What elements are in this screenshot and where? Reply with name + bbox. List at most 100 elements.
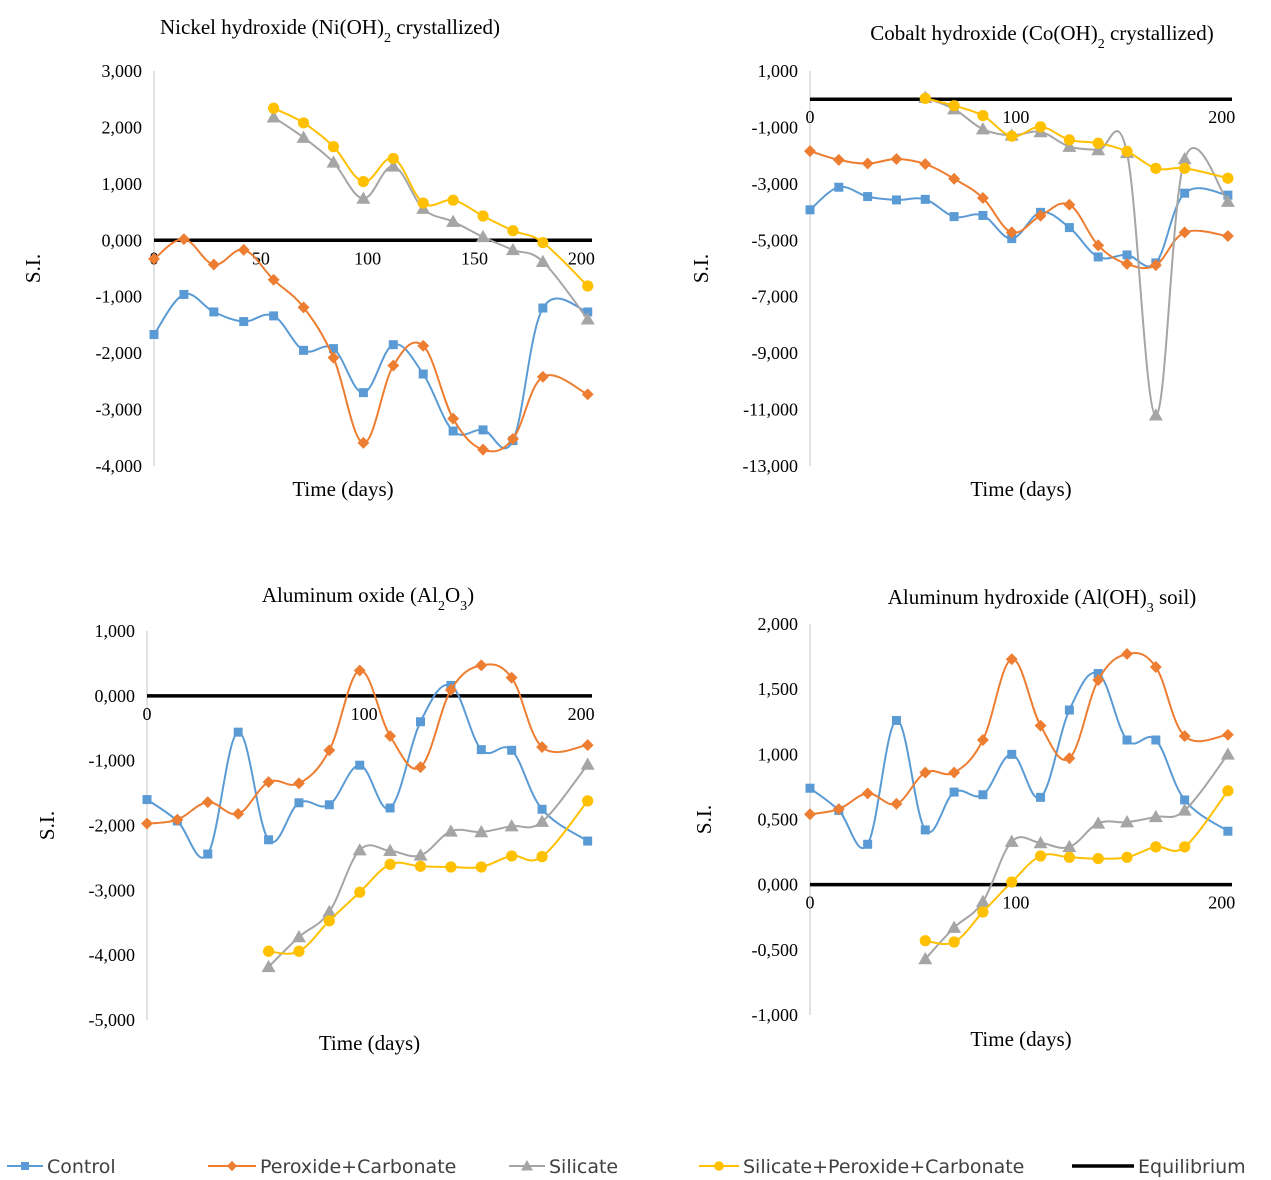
- data-point: [1091, 143, 1106, 156]
- data-point: [268, 102, 280, 114]
- data-point: [232, 807, 245, 820]
- y-tick-label: -2,000: [96, 343, 143, 363]
- data-point: [207, 258, 220, 271]
- y-tick-label: 2,000: [758, 614, 799, 634]
- y-axis-title: S.I.: [692, 805, 716, 834]
- legend: Control Peroxide+Carbonate Silicate Silicat…: [7, 1156, 1246, 1178]
- y-tick-label: 2,000: [102, 117, 143, 137]
- data-point: [1063, 752, 1076, 765]
- data-point: [1006, 130, 1018, 142]
- series-silicate_peroxide_carbonate: [919, 785, 1234, 948]
- data-point: [918, 951, 933, 965]
- y-tick-label: -3,000: [752, 174, 799, 194]
- data-point: [1091, 816, 1106, 829]
- series-line: [146, 683, 589, 859]
- data-point: [446, 214, 461, 227]
- data-point: [861, 157, 874, 170]
- data-point: [505, 242, 520, 256]
- data-point: [1063, 198, 1076, 211]
- data-point: [919, 92, 931, 104]
- data-point: [324, 800, 334, 810]
- data-point: [353, 664, 366, 677]
- x-axis-title: Time (days): [970, 1027, 1071, 1051]
- data-point: [327, 141, 340, 153]
- data-point: [1221, 728, 1234, 741]
- data-point: [322, 904, 337, 917]
- x-axis-title: Time (days): [319, 1031, 420, 1055]
- data-point: [1179, 162, 1191, 174]
- data-point: [264, 835, 274, 845]
- data-point: [1148, 408, 1163, 421]
- data-point: [506, 850, 518, 862]
- data-point: [920, 194, 930, 204]
- y-tick-label: -1,000: [752, 117, 799, 137]
- data-point: [1122, 735, 1132, 745]
- data-point: [448, 426, 458, 436]
- data-point: [1121, 648, 1133, 660]
- legend-item-control: Control: [7, 1156, 116, 1178]
- legend-swatch-marker: [521, 1160, 533, 1171]
- data-point: [384, 730, 397, 742]
- data-point: [299, 345, 309, 355]
- data-point: [1178, 226, 1191, 239]
- data-point: [1092, 137, 1104, 149]
- data-point: [581, 388, 594, 401]
- series-line: [146, 663, 588, 825]
- y-tick-label: 0,000: [758, 875, 799, 895]
- y-axis-title: S.I.: [35, 811, 59, 840]
- x-tick-label: 200: [568, 248, 595, 268]
- data-point: [890, 153, 903, 165]
- data-point: [447, 194, 459, 206]
- y-tick-label: -4,000: [89, 945, 136, 965]
- data-point: [507, 225, 519, 237]
- data-point: [1180, 795, 1190, 805]
- x-tick-label: 0: [143, 704, 152, 724]
- data-point: [1063, 134, 1075, 146]
- data-point: [507, 745, 517, 755]
- data-point: [1092, 853, 1104, 865]
- legend-swatch-marker: [714, 1161, 724, 1171]
- data-point: [536, 741, 549, 754]
- data-point: [949, 787, 959, 797]
- data-point: [805, 205, 815, 215]
- data-point: [832, 153, 845, 166]
- legend-label: Silicate+Peroxide+Carbonate: [743, 1156, 1024, 1178]
- data-point: [1005, 653, 1018, 666]
- data-point: [267, 273, 280, 286]
- legend-label: Equilibrium: [1138, 1156, 1246, 1178]
- data-point: [1179, 841, 1191, 853]
- chart-title: Aluminum hydroxide (Al(OH)3 soil): [888, 585, 1197, 616]
- data-point: [538, 303, 548, 313]
- data-point: [1221, 230, 1234, 243]
- y-tick-label: 1,000: [102, 174, 143, 194]
- series-line: [924, 753, 1229, 960]
- data-point: [1007, 234, 1017, 244]
- data-point: [1034, 719, 1047, 732]
- data-point: [418, 369, 428, 379]
- data-point: [269, 311, 279, 321]
- data-point: [834, 182, 844, 192]
- y-tick-label: 1,000: [95, 621, 136, 641]
- data-point: [1151, 735, 1161, 745]
- data-point: [239, 317, 249, 327]
- data-point: [328, 344, 338, 354]
- data-point: [1177, 152, 1192, 165]
- data-point: [327, 351, 340, 364]
- data-point: [1004, 834, 1019, 847]
- data-point: [443, 824, 458, 837]
- data-point: [149, 330, 159, 340]
- x-tick-label: 150: [461, 248, 488, 268]
- data-point: [177, 233, 190, 246]
- data-point: [358, 388, 368, 398]
- chart-title: Cobalt hydroxide (Co(OH)2 crystallized): [870, 21, 1214, 52]
- legend-label: Peroxide+Carbonate: [260, 1156, 456, 1178]
- data-point: [475, 861, 487, 873]
- data-point: [291, 930, 306, 943]
- legend-item-equilibrium: Equilibrium: [1072, 1156, 1246, 1178]
- data-point: [326, 155, 341, 168]
- legend-swatch-marker: [226, 1160, 238, 1172]
- series-peroxide_carbonate: [148, 233, 594, 456]
- series-line: [809, 671, 1229, 849]
- data-point: [1092, 674, 1105, 686]
